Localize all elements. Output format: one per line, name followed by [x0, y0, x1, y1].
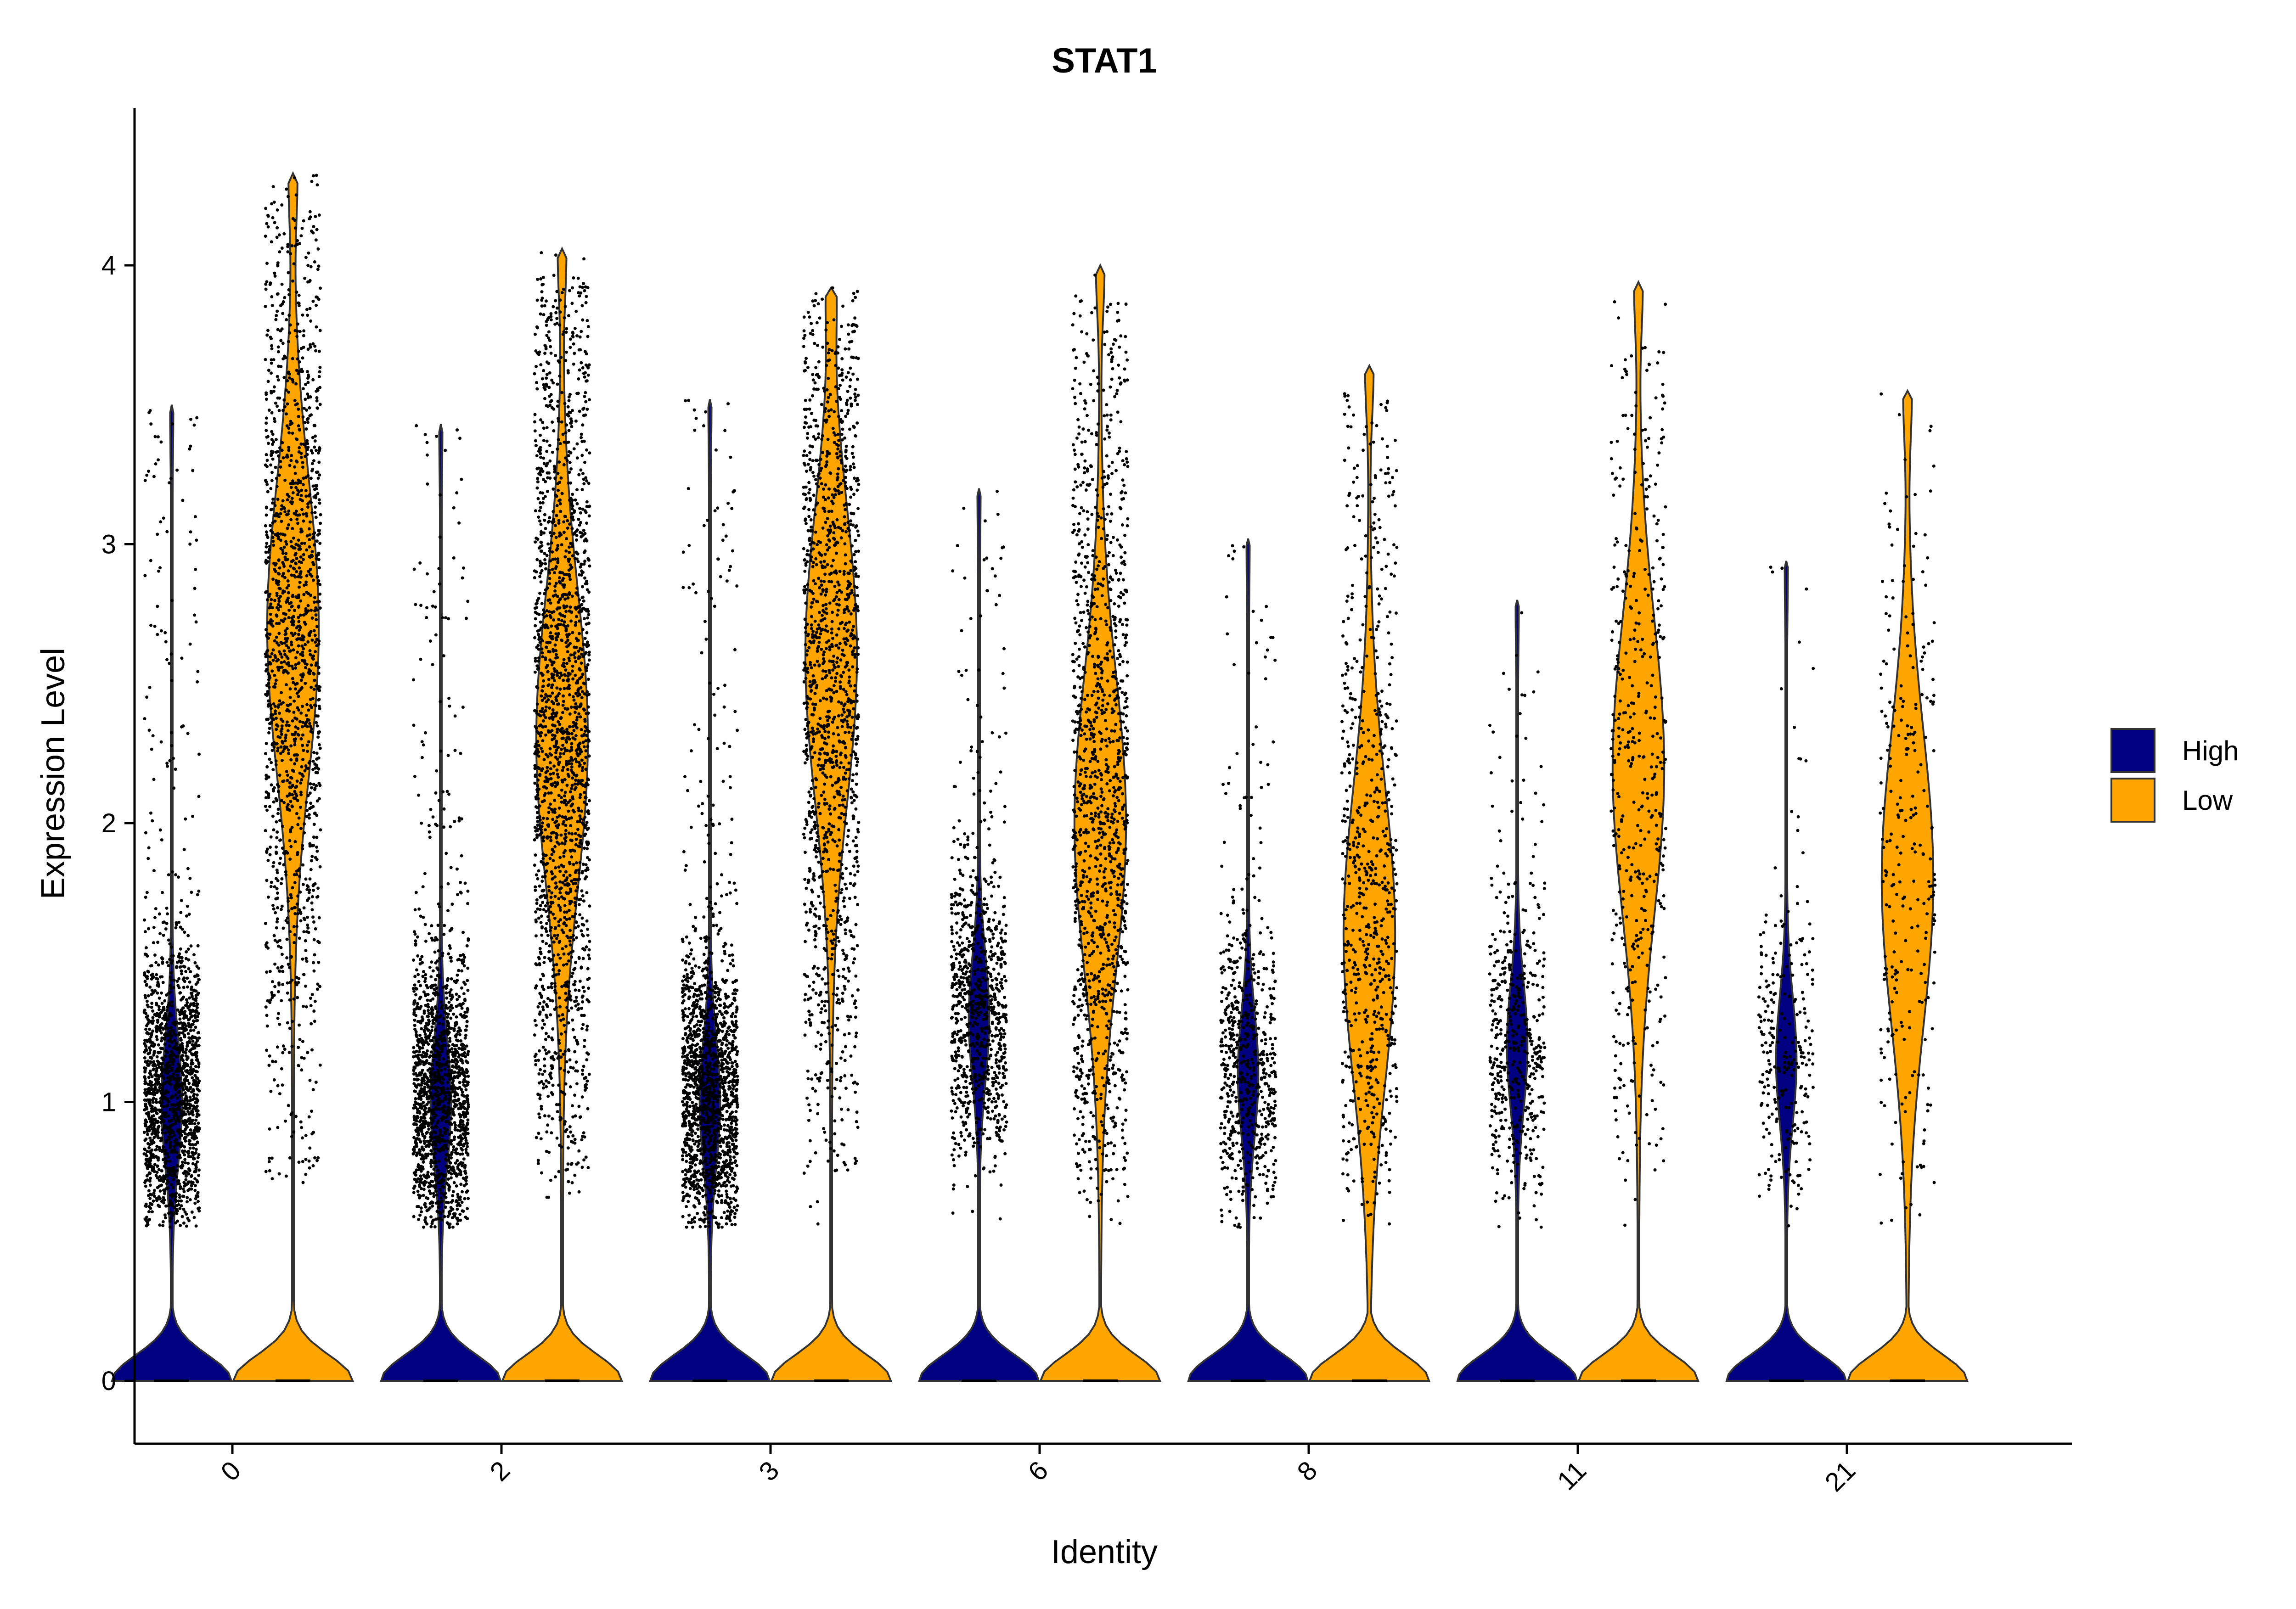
x-tick-label-6: 6 [1022, 1455, 1054, 1487]
x-tick-label-0: 0 [215, 1455, 247, 1487]
jitter-points-high-2 [411, 424, 470, 1229]
y-tick-label-1: 1 [101, 1088, 116, 1117]
legend-label-high: High [2182, 735, 2239, 766]
legend-swatch-high [2110, 728, 2155, 773]
violin-low-21 [1846, 389, 1969, 1382]
jitter-points-low-3 [802, 286, 861, 1226]
x-tick-label-2: 2 [484, 1455, 516, 1487]
jitter-points-low-21 [1878, 392, 1937, 1225]
violin-high-21 [1725, 561, 1847, 1382]
jitter-points-high-0 [142, 409, 201, 1229]
jitter-points-high-6 [950, 489, 1008, 1221]
violin-high-3 [649, 399, 771, 1382]
violin-high-6 [918, 488, 1040, 1382]
y-tick-label-3: 3 [101, 530, 116, 560]
violin-high-8 [1187, 538, 1309, 1382]
chart-title: STAT1 [1052, 41, 1157, 80]
violin-high-0 [111, 404, 233, 1382]
x-tick-label-11: 11 [1552, 1455, 1593, 1496]
violin-low-0 [231, 171, 355, 1382]
violin-low-8 [1308, 364, 1430, 1382]
jitter-points-high-8 [1219, 544, 1277, 1229]
y-tick-label-0: 0 [101, 1366, 116, 1396]
jitter-points-low-0 [264, 174, 322, 1184]
legend: High Low [2110, 728, 2239, 823]
legend-swatch-low [2110, 778, 2155, 823]
jitter-points-low-2 [533, 251, 591, 1199]
jitter-points-high-3 [681, 398, 739, 1229]
legend-label-low: Low [2182, 785, 2233, 816]
y-axis-label: Expression Level [35, 648, 72, 899]
jitter-points-high-21 [1757, 566, 1815, 1228]
y-tick-label-4: 4 [101, 251, 116, 280]
jitter-points-layer [142, 174, 1937, 1382]
violin-low-11 [1577, 280, 1699, 1382]
x-tick-label-8: 8 [1291, 1455, 1323, 1487]
y-tick-label-2: 2 [101, 808, 116, 838]
violin-low-2 [501, 246, 623, 1382]
jitter-points-high-11 [1488, 611, 1547, 1229]
violin-high-2 [380, 424, 502, 1382]
x-tick-label-21: 21 [1819, 1455, 1862, 1497]
jitter-points-low-11 [1609, 300, 1667, 1227]
x-tick-label-3: 3 [753, 1455, 785, 1487]
x-axis-label: Identity [1051, 1534, 1158, 1570]
jitter-points-low-8 [1340, 392, 1399, 1226]
violin-layer [111, 171, 1969, 1382]
jitter-points-low-6 [1071, 273, 1130, 1225]
